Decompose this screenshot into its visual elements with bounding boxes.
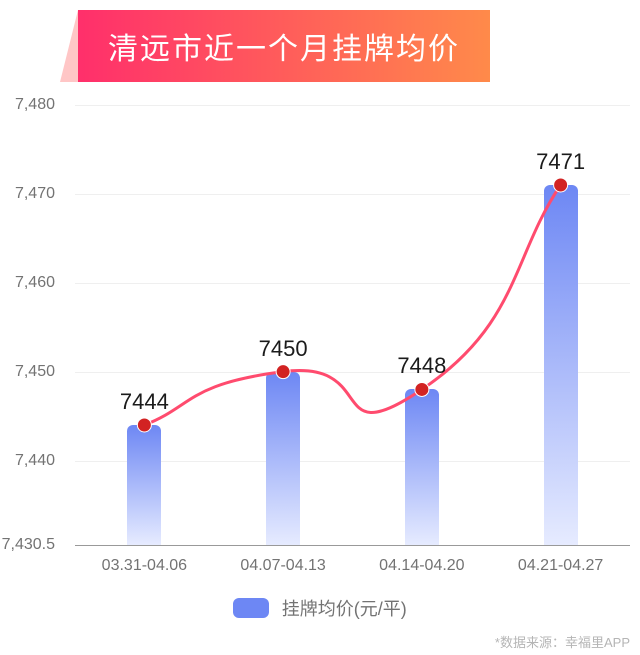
data-point-marker — [276, 365, 290, 379]
data-point-marker — [554, 178, 568, 192]
value-label: 7448 — [397, 353, 446, 379]
value-label: 7450 — [259, 336, 308, 362]
legend: 挂牌均价(元/平) — [0, 595, 640, 621]
line-overlay — [0, 0, 640, 655]
data-point-marker — [415, 382, 429, 396]
value-label: 7471 — [536, 149, 585, 175]
legend-swatch — [233, 598, 269, 618]
source-note: *数据来源：幸福里APP — [495, 632, 630, 651]
value-label: 7444 — [120, 389, 169, 415]
legend-label: 挂牌均价(元/平) — [282, 599, 407, 619]
data-point-marker — [137, 418, 151, 432]
trend-line — [144, 185, 560, 425]
